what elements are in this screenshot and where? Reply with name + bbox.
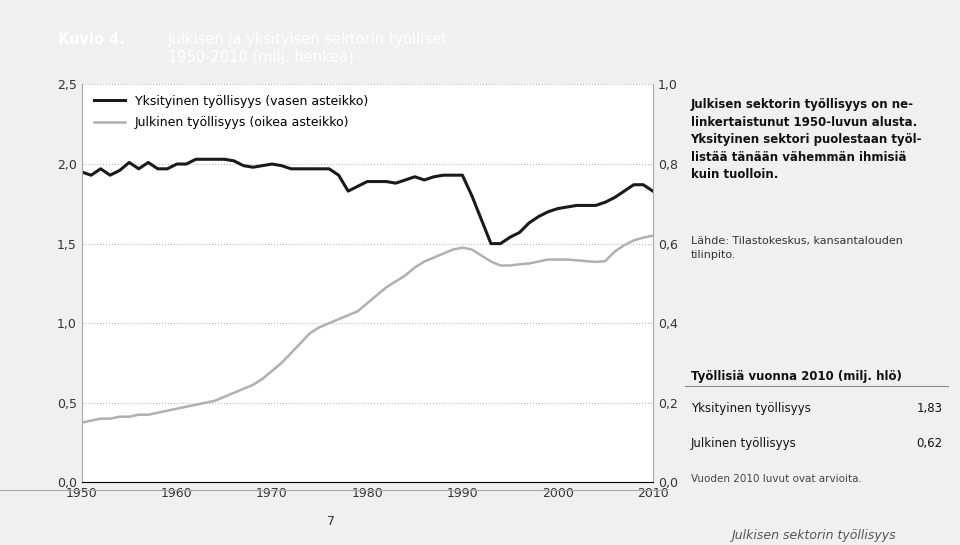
Text: 1,83: 1,83: [917, 402, 943, 415]
Text: Julkisen ja yksityisen sektorin työlliset
1950-2010 (milj. henkeä): Julkisen ja yksityisen sektorin työllise…: [168, 32, 448, 64]
Text: Kuvio 4.: Kuvio 4.: [58, 32, 125, 47]
Text: Yksityinen työllisyys: Yksityinen työllisyys: [690, 402, 810, 415]
Text: 0,62: 0,62: [916, 437, 943, 450]
Text: Julkisen sektorin työllisyys: Julkisen sektorin työllisyys: [731, 529, 896, 542]
Text: Julkinen työllisyys: Julkinen työllisyys: [690, 437, 797, 450]
Text: 7: 7: [327, 514, 335, 528]
Text: Vuoden 2010 luvut ovat arvioita.: Vuoden 2010 luvut ovat arvioita.: [690, 474, 861, 483]
Text: Julkisen sektorin työllisyys on ne-
linkertaistunut 1950-luvun alusta.
Yksityine: Julkisen sektorin työllisyys on ne- link…: [690, 98, 923, 181]
Text: Työllisiä vuonna 2010 (milj. hlö): Työllisiä vuonna 2010 (milj. hlö): [690, 370, 901, 383]
Text: Lähde: Tilastokeskus, kansantalouden
tilinpito.: Lähde: Tilastokeskus, kansantalouden til…: [690, 237, 902, 259]
Legend: Yksityinen työllisyys (vasen asteikko), Julkinen työllisyys (oikea asteikko): Yksityinen työllisyys (vasen asteikko), …: [93, 95, 368, 130]
